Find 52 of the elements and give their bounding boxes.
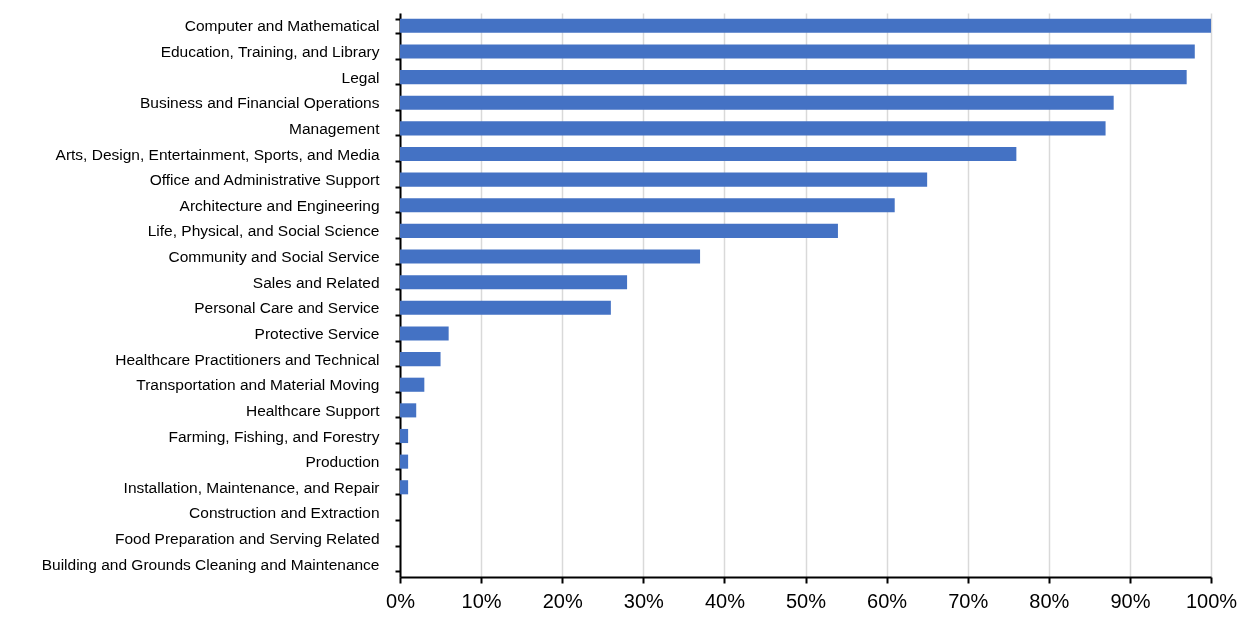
x-tick-label: 0% — [386, 589, 416, 612]
y-tick-label: Legal — [341, 68, 380, 86]
x-tick-label: 40% — [704, 589, 746, 612]
x-tick-label: 70% — [948, 589, 989, 612]
bar — [400, 480, 409, 495]
bar — [400, 428, 409, 444]
bar — [400, 172, 928, 187]
y-tick-label: Healthcare Support — [245, 401, 381, 419]
bar — [400, 352, 441, 367]
y-tick-label: Food Preparation and Serving Related — [114, 530, 380, 548]
y-tick-label: Computer and Mathematical — [184, 17, 380, 35]
x-tick-label: 60% — [867, 589, 908, 612]
bar — [400, 377, 425, 392]
bar — [400, 223, 838, 238]
x-tick-label: 90% — [1110, 589, 1151, 612]
bar — [400, 70, 1187, 85]
y-tick-label: Transportation and Material Moving — [136, 376, 380, 394]
y-tick-label: Management — [289, 119, 381, 137]
bar — [400, 18, 1211, 33]
y-tick-label: Farming, Fishing, and Forestry — [168, 427, 380, 445]
bar — [400, 121, 1106, 136]
x-tick-label: 80% — [1029, 589, 1070, 612]
bar — [400, 249, 701, 264]
y-tick-label: Sales and Related — [252, 273, 380, 291]
x-tick-label: 10% — [461, 589, 502, 612]
x-tick-label: 20% — [542, 589, 583, 612]
y-tick-label: Installation, Maintenance, and Repair — [123, 478, 380, 496]
bar — [400, 95, 1114, 110]
y-tick-label: Building and Grounds Cleaning and Maintenance — [41, 555, 380, 573]
y-tick-label: Personal Care and Service — [194, 299, 380, 317]
x-tick-label: 30% — [623, 589, 665, 612]
bar — [400, 326, 449, 341]
bar — [400, 146, 1017, 162]
y-tick-label: Arts, Design, Entertainment, Sports, and Media — [55, 145, 380, 163]
y-tick-label: Office and Administrative Support — [149, 171, 381, 189]
y-tick-label: Architecture and Engineering — [179, 196, 380, 214]
bar — [400, 275, 628, 290]
y-tick-label: Life, Physical, and Social Science — [147, 222, 380, 240]
y-tick-label: Healthcare Practitioners and Technical — [115, 350, 380, 368]
y-tick-label: Production — [305, 453, 380, 471]
y-tick-label: Construction and Extraction — [189, 504, 380, 522]
bar — [400, 454, 409, 469]
y-tick-label: Protective Service — [254, 324, 380, 342]
x-tick-label: 50% — [785, 589, 827, 612]
y-tick-label: Community and Social Service — [168, 248, 380, 266]
bar — [400, 300, 611, 315]
bar — [400, 44, 1195, 59]
y-tick-label: Education, Training, and Library — [160, 42, 380, 60]
bar — [400, 403, 417, 418]
x-tick-label: 100% — [1185, 589, 1238, 612]
y-tick-label: Business and Financial Operations — [139, 94, 380, 112]
bar — [400, 198, 895, 213]
